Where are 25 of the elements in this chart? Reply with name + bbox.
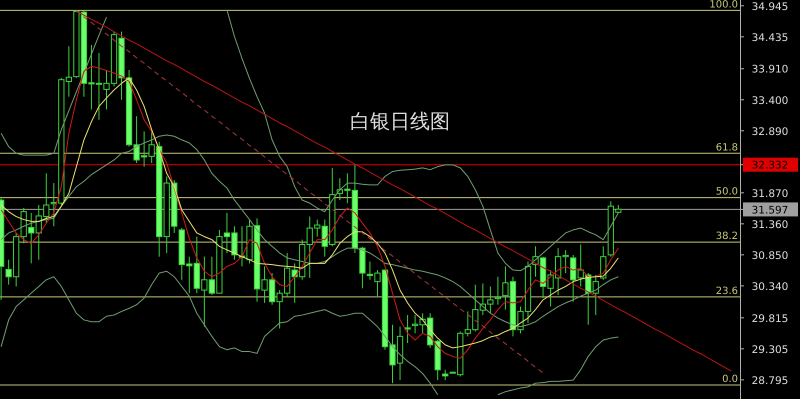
candlestick xyxy=(494,276,502,306)
annotation: 23.6 xyxy=(716,286,738,297)
y-tick-label: 29.305 xyxy=(752,344,788,356)
y-tick-label: 28.795 xyxy=(752,374,788,387)
y-tick-label: 31.597 xyxy=(752,204,788,216)
annotation: 50.0 xyxy=(716,186,738,198)
y-tick-label: 31.870 xyxy=(752,188,788,200)
annotation: 100.0 xyxy=(709,0,738,10)
candlestick xyxy=(600,246,606,280)
annotation: 0.0 xyxy=(722,374,738,386)
y-tick-label: 34.945 xyxy=(752,0,788,13)
line-series xyxy=(76,10,544,374)
text: 白银日线图 xyxy=(350,109,450,133)
candlestick xyxy=(442,369,448,381)
y-tick-label: 30.340 xyxy=(752,280,788,293)
annotation: 38.2 xyxy=(716,231,738,242)
y-tick-label: 34.435 xyxy=(752,32,788,44)
y-tick-label: 29.815 xyxy=(752,312,788,325)
y-tick-label: 33.910 xyxy=(752,64,788,76)
y-tick-label: 31.360 xyxy=(752,218,788,231)
y-tick-label: 33.400 xyxy=(752,94,788,107)
y-tick-label: 30.850 xyxy=(752,250,788,262)
y-tick-label: 32.332 xyxy=(752,160,788,172)
y-tick-label: 32.890 xyxy=(752,126,788,138)
annotation: 61.8 xyxy=(716,142,738,154)
